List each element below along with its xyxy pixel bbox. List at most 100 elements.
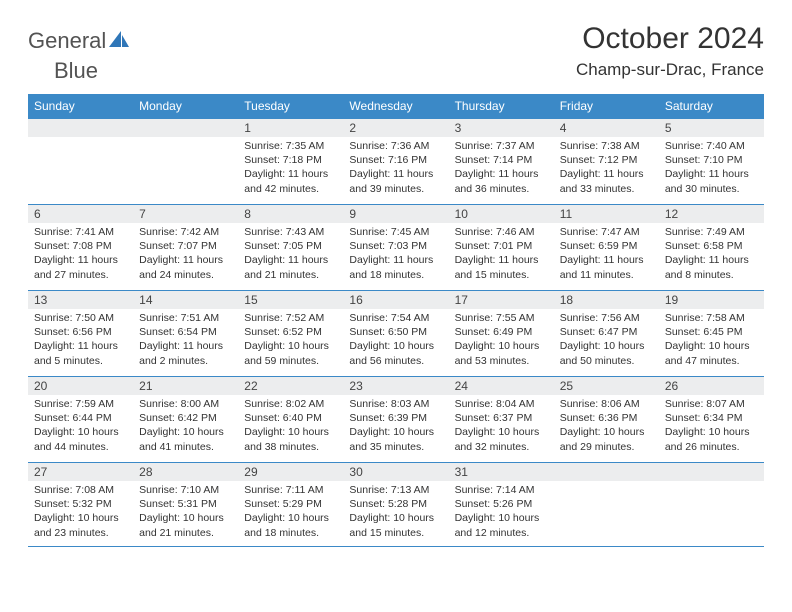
day-details: Sunrise: 8:04 AMSunset: 6:37 PMDaylight:…	[449, 395, 554, 456]
day-details	[554, 481, 659, 485]
sunset-text: Sunset: 7:03 PM	[349, 239, 442, 253]
daylight-text: Daylight: 11 hours and 33 minutes.	[560, 167, 653, 195]
sunset-text: Sunset: 7:07 PM	[139, 239, 232, 253]
calendar-week-row: 6Sunrise: 7:41 AMSunset: 7:08 PMDaylight…	[28, 205, 764, 291]
calendar-cell: 29Sunrise: 7:11 AMSunset: 5:29 PMDayligh…	[238, 463, 343, 547]
sunrise-text: Sunrise: 8:06 AM	[560, 397, 653, 411]
calendar-cell	[28, 119, 133, 205]
sunset-text: Sunset: 6:58 PM	[665, 239, 758, 253]
day-number: 17	[449, 291, 554, 309]
day-details: Sunrise: 8:00 AMSunset: 6:42 PMDaylight:…	[133, 395, 238, 456]
daylight-text: Daylight: 10 hours and 26 minutes.	[665, 425, 758, 453]
sunrise-text: Sunrise: 7:08 AM	[34, 483, 127, 497]
day-details: Sunrise: 7:41 AMSunset: 7:08 PMDaylight:…	[28, 223, 133, 284]
col-monday: Monday	[133, 94, 238, 119]
calendar-cell: 25Sunrise: 8:06 AMSunset: 6:36 PMDayligh…	[554, 377, 659, 463]
col-friday: Friday	[554, 94, 659, 119]
calendar-cell: 17Sunrise: 7:55 AMSunset: 6:49 PMDayligh…	[449, 291, 554, 377]
day-number: 26	[659, 377, 764, 395]
day-details	[28, 137, 133, 141]
day-number: 20	[28, 377, 133, 395]
day-number: 22	[238, 377, 343, 395]
day-number: 2	[343, 119, 448, 137]
calendar-cell: 9Sunrise: 7:45 AMSunset: 7:03 PMDaylight…	[343, 205, 448, 291]
calendar-cell: 3Sunrise: 7:37 AMSunset: 7:14 PMDaylight…	[449, 119, 554, 205]
calendar-cell: 30Sunrise: 7:13 AMSunset: 5:28 PMDayligh…	[343, 463, 448, 547]
sunrise-text: Sunrise: 8:07 AM	[665, 397, 758, 411]
day-details: Sunrise: 7:50 AMSunset: 6:56 PMDaylight:…	[28, 309, 133, 370]
sunset-text: Sunset: 6:56 PM	[34, 325, 127, 339]
day-number: 8	[238, 205, 343, 223]
sunset-text: Sunset: 5:32 PM	[34, 497, 127, 511]
day-details: Sunrise: 7:56 AMSunset: 6:47 PMDaylight:…	[554, 309, 659, 370]
day-number: 31	[449, 463, 554, 481]
sunset-text: Sunset: 7:18 PM	[244, 153, 337, 167]
sunrise-text: Sunrise: 7:43 AM	[244, 225, 337, 239]
day-details: Sunrise: 7:49 AMSunset: 6:58 PMDaylight:…	[659, 223, 764, 284]
daylight-text: Daylight: 11 hours and 11 minutes.	[560, 253, 653, 281]
daylight-text: Daylight: 11 hours and 5 minutes.	[34, 339, 127, 367]
sunset-text: Sunset: 7:14 PM	[455, 153, 548, 167]
day-details: Sunrise: 7:36 AMSunset: 7:16 PMDaylight:…	[343, 137, 448, 198]
day-details: Sunrise: 8:02 AMSunset: 6:40 PMDaylight:…	[238, 395, 343, 456]
daylight-text: Daylight: 11 hours and 21 minutes.	[244, 253, 337, 281]
day-details: Sunrise: 7:37 AMSunset: 7:14 PMDaylight:…	[449, 137, 554, 198]
daylight-text: Daylight: 11 hours and 24 minutes.	[139, 253, 232, 281]
sunset-text: Sunset: 6:49 PM	[455, 325, 548, 339]
sunrise-text: Sunrise: 8:04 AM	[455, 397, 548, 411]
calendar-cell: 16Sunrise: 7:54 AMSunset: 6:50 PMDayligh…	[343, 291, 448, 377]
calendar-cell: 28Sunrise: 7:10 AMSunset: 5:31 PMDayligh…	[133, 463, 238, 547]
sunrise-text: Sunrise: 7:41 AM	[34, 225, 127, 239]
day-details: Sunrise: 7:47 AMSunset: 6:59 PMDaylight:…	[554, 223, 659, 284]
sunrise-text: Sunrise: 7:38 AM	[560, 139, 653, 153]
day-details: Sunrise: 7:46 AMSunset: 7:01 PMDaylight:…	[449, 223, 554, 284]
daylight-text: Daylight: 10 hours and 53 minutes.	[455, 339, 548, 367]
col-sunday: Sunday	[28, 94, 133, 119]
calendar-cell: 18Sunrise: 7:56 AMSunset: 6:47 PMDayligh…	[554, 291, 659, 377]
day-number	[554, 463, 659, 481]
daylight-text: Daylight: 11 hours and 36 minutes.	[455, 167, 548, 195]
sunrise-text: Sunrise: 7:59 AM	[34, 397, 127, 411]
calendar-cell: 5Sunrise: 7:40 AMSunset: 7:10 PMDaylight…	[659, 119, 764, 205]
day-details: Sunrise: 7:58 AMSunset: 6:45 PMDaylight:…	[659, 309, 764, 370]
day-number: 15	[238, 291, 343, 309]
col-thursday: Thursday	[449, 94, 554, 119]
daylight-text: Daylight: 10 hours and 59 minutes.	[244, 339, 337, 367]
calendar-cell	[554, 463, 659, 547]
calendar-cell: 26Sunrise: 8:07 AMSunset: 6:34 PMDayligh…	[659, 377, 764, 463]
day-number: 1	[238, 119, 343, 137]
sunrise-text: Sunrise: 8:02 AM	[244, 397, 337, 411]
calendar-cell: 6Sunrise: 7:41 AMSunset: 7:08 PMDaylight…	[28, 205, 133, 291]
col-tuesday: Tuesday	[238, 94, 343, 119]
sunset-text: Sunset: 6:42 PM	[139, 411, 232, 425]
page-header: General October 2024 Champ-sur-Drac, Fra…	[28, 22, 764, 80]
day-details: Sunrise: 7:10 AMSunset: 5:31 PMDaylight:…	[133, 481, 238, 542]
sunrise-text: Sunrise: 7:56 AM	[560, 311, 653, 325]
col-saturday: Saturday	[659, 94, 764, 119]
sunrise-text: Sunrise: 7:36 AM	[349, 139, 442, 153]
daylight-text: Daylight: 10 hours and 32 minutes.	[455, 425, 548, 453]
day-number: 24	[449, 377, 554, 395]
sunset-text: Sunset: 6:50 PM	[349, 325, 442, 339]
calendar-cell: 4Sunrise: 7:38 AMSunset: 7:12 PMDaylight…	[554, 119, 659, 205]
calendar-week-row: 1Sunrise: 7:35 AMSunset: 7:18 PMDaylight…	[28, 119, 764, 205]
calendar-cell: 27Sunrise: 7:08 AMSunset: 5:32 PMDayligh…	[28, 463, 133, 547]
daylight-text: Daylight: 10 hours and 21 minutes.	[139, 511, 232, 539]
day-number: 11	[554, 205, 659, 223]
day-details: Sunrise: 7:45 AMSunset: 7:03 PMDaylight:…	[343, 223, 448, 284]
sunset-text: Sunset: 6:40 PM	[244, 411, 337, 425]
day-details: Sunrise: 7:51 AMSunset: 6:54 PMDaylight:…	[133, 309, 238, 370]
calendar-table: Sunday Monday Tuesday Wednesday Thursday…	[28, 94, 764, 547]
sunrise-text: Sunrise: 7:45 AM	[349, 225, 442, 239]
sunset-text: Sunset: 6:59 PM	[560, 239, 653, 253]
sunset-text: Sunset: 6:39 PM	[349, 411, 442, 425]
sunset-text: Sunset: 5:29 PM	[244, 497, 337, 511]
daylight-text: Daylight: 11 hours and 18 minutes.	[349, 253, 442, 281]
day-details: Sunrise: 7:52 AMSunset: 6:52 PMDaylight:…	[238, 309, 343, 370]
sunset-text: Sunset: 6:44 PM	[34, 411, 127, 425]
calendar-cell: 21Sunrise: 8:00 AMSunset: 6:42 PMDayligh…	[133, 377, 238, 463]
sunrise-text: Sunrise: 7:50 AM	[34, 311, 127, 325]
sunset-text: Sunset: 7:01 PM	[455, 239, 548, 253]
day-details: Sunrise: 8:03 AMSunset: 6:39 PMDaylight:…	[343, 395, 448, 456]
day-number: 7	[133, 205, 238, 223]
